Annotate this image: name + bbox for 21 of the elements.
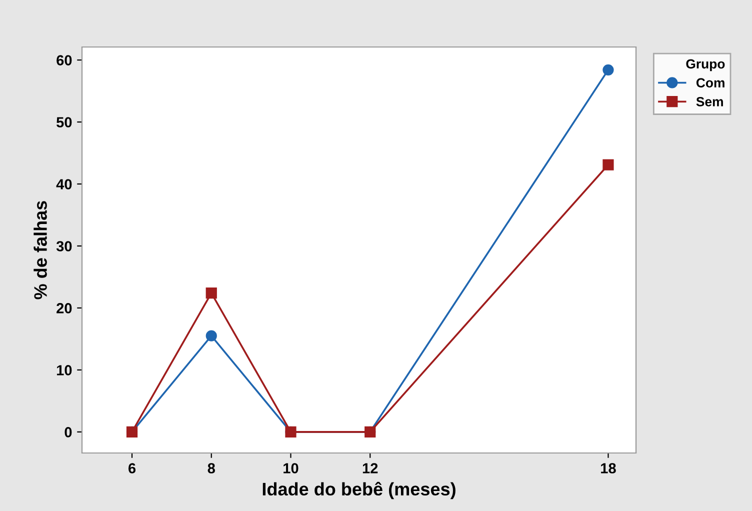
- point: [602, 159, 614, 170]
- legend-label: Sem: [696, 97, 723, 106]
- legend-title: Grupo: [686, 59, 725, 72]
- point: [206, 330, 217, 342]
- x-tick-label: 12: [362, 463, 378, 474]
- point: [602, 64, 614, 76]
- y-axis-title: % de falhas: [34, 201, 47, 300]
- y-tick-label: 30: [56, 241, 72, 252]
- y-tick-label: 0: [64, 427, 72, 438]
- legend-label: Com: [696, 78, 724, 88]
- y-tick-label: 10: [56, 365, 72, 376]
- x-tick-label: 18: [601, 463, 616, 474]
- point: [206, 288, 217, 299]
- x-tick-label: 6: [128, 463, 136, 474]
- y-tick-label: 40: [56, 179, 72, 190]
- y-tick-label: 60: [56, 55, 72, 66]
- y-tick-label: 20: [56, 303, 72, 314]
- x-tick-label: 10: [284, 463, 298, 474]
- y-tick-label: 50: [56, 117, 72, 128]
- x-tick-label: 8: [208, 463, 215, 474]
- x-axis-title: Idade do bebê (meses): [262, 482, 456, 500]
